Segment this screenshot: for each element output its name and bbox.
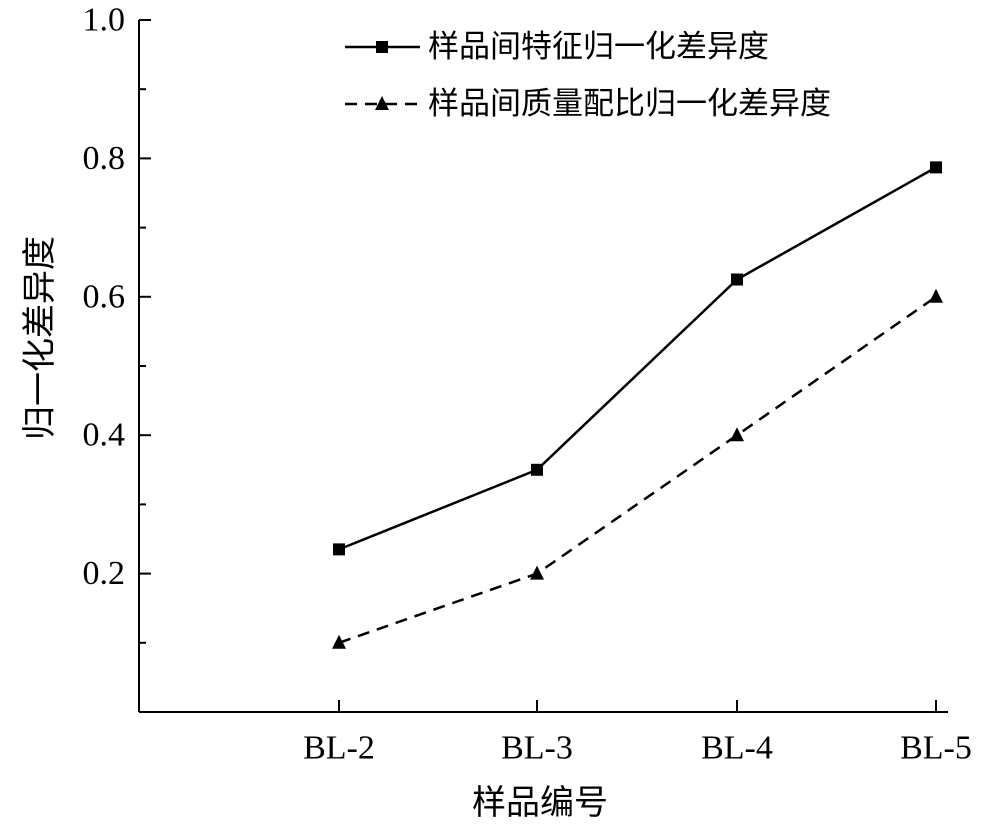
data-point-triangle: [530, 565, 544, 580]
x-tick-label: BL-5: [900, 730, 972, 767]
legend-entry-feature: 样品间特征归一化差异度: [345, 29, 769, 65]
legend-label-feature: 样品间特征归一化差异度: [428, 29, 769, 65]
series-2: [332, 288, 943, 649]
series-group: [332, 161, 943, 649]
x-tick-label: BL-3: [501, 730, 573, 767]
x-axis-title: 样品编号: [472, 783, 608, 823]
series-line: [338, 166, 937, 551]
legend-entry-mass-ratio: 样品间质量配比归一化差异度: [345, 86, 831, 122]
y-tick-label: 0.8: [83, 140, 126, 177]
y-tick-label: 1.0: [83, 2, 126, 39]
y-tick-label: 0.6: [83, 278, 126, 315]
data-point-triangle: [332, 634, 346, 649]
y-tick-label: 0.2: [83, 555, 126, 592]
y-ticks: 0.2 0.4 0.6 0.8 1.0: [83, 2, 151, 644]
x-tick-label: BL-4: [701, 730, 773, 767]
legend: 样品间特征归一化差异度 样品间质量配比归一化差异度: [345, 29, 831, 122]
legend-marker-triangle: [375, 96, 389, 110]
data-point-triangle: [929, 288, 943, 303]
y-tick-label: 0.4: [83, 417, 126, 454]
data-point-square: [930, 161, 942, 174]
x-ticks: BL-2 BL-3 BL-4 BL-5: [303, 700, 972, 767]
y-axis-title: 归一化差异度: [20, 236, 60, 440]
data-point-square: [333, 543, 345, 556]
data-point-square: [531, 463, 543, 476]
data-point-square: [731, 273, 743, 286]
legend-label-mass-ratio: 样品间质量配比归一化差异度: [428, 86, 831, 122]
x-tick-label: BL-2: [303, 730, 375, 767]
legend-marker-square: [376, 41, 388, 53]
series-line: [338, 295, 937, 644]
axes: [138, 20, 948, 713]
series-1: [333, 161, 942, 556]
data-point-triangle: [730, 427, 744, 442]
